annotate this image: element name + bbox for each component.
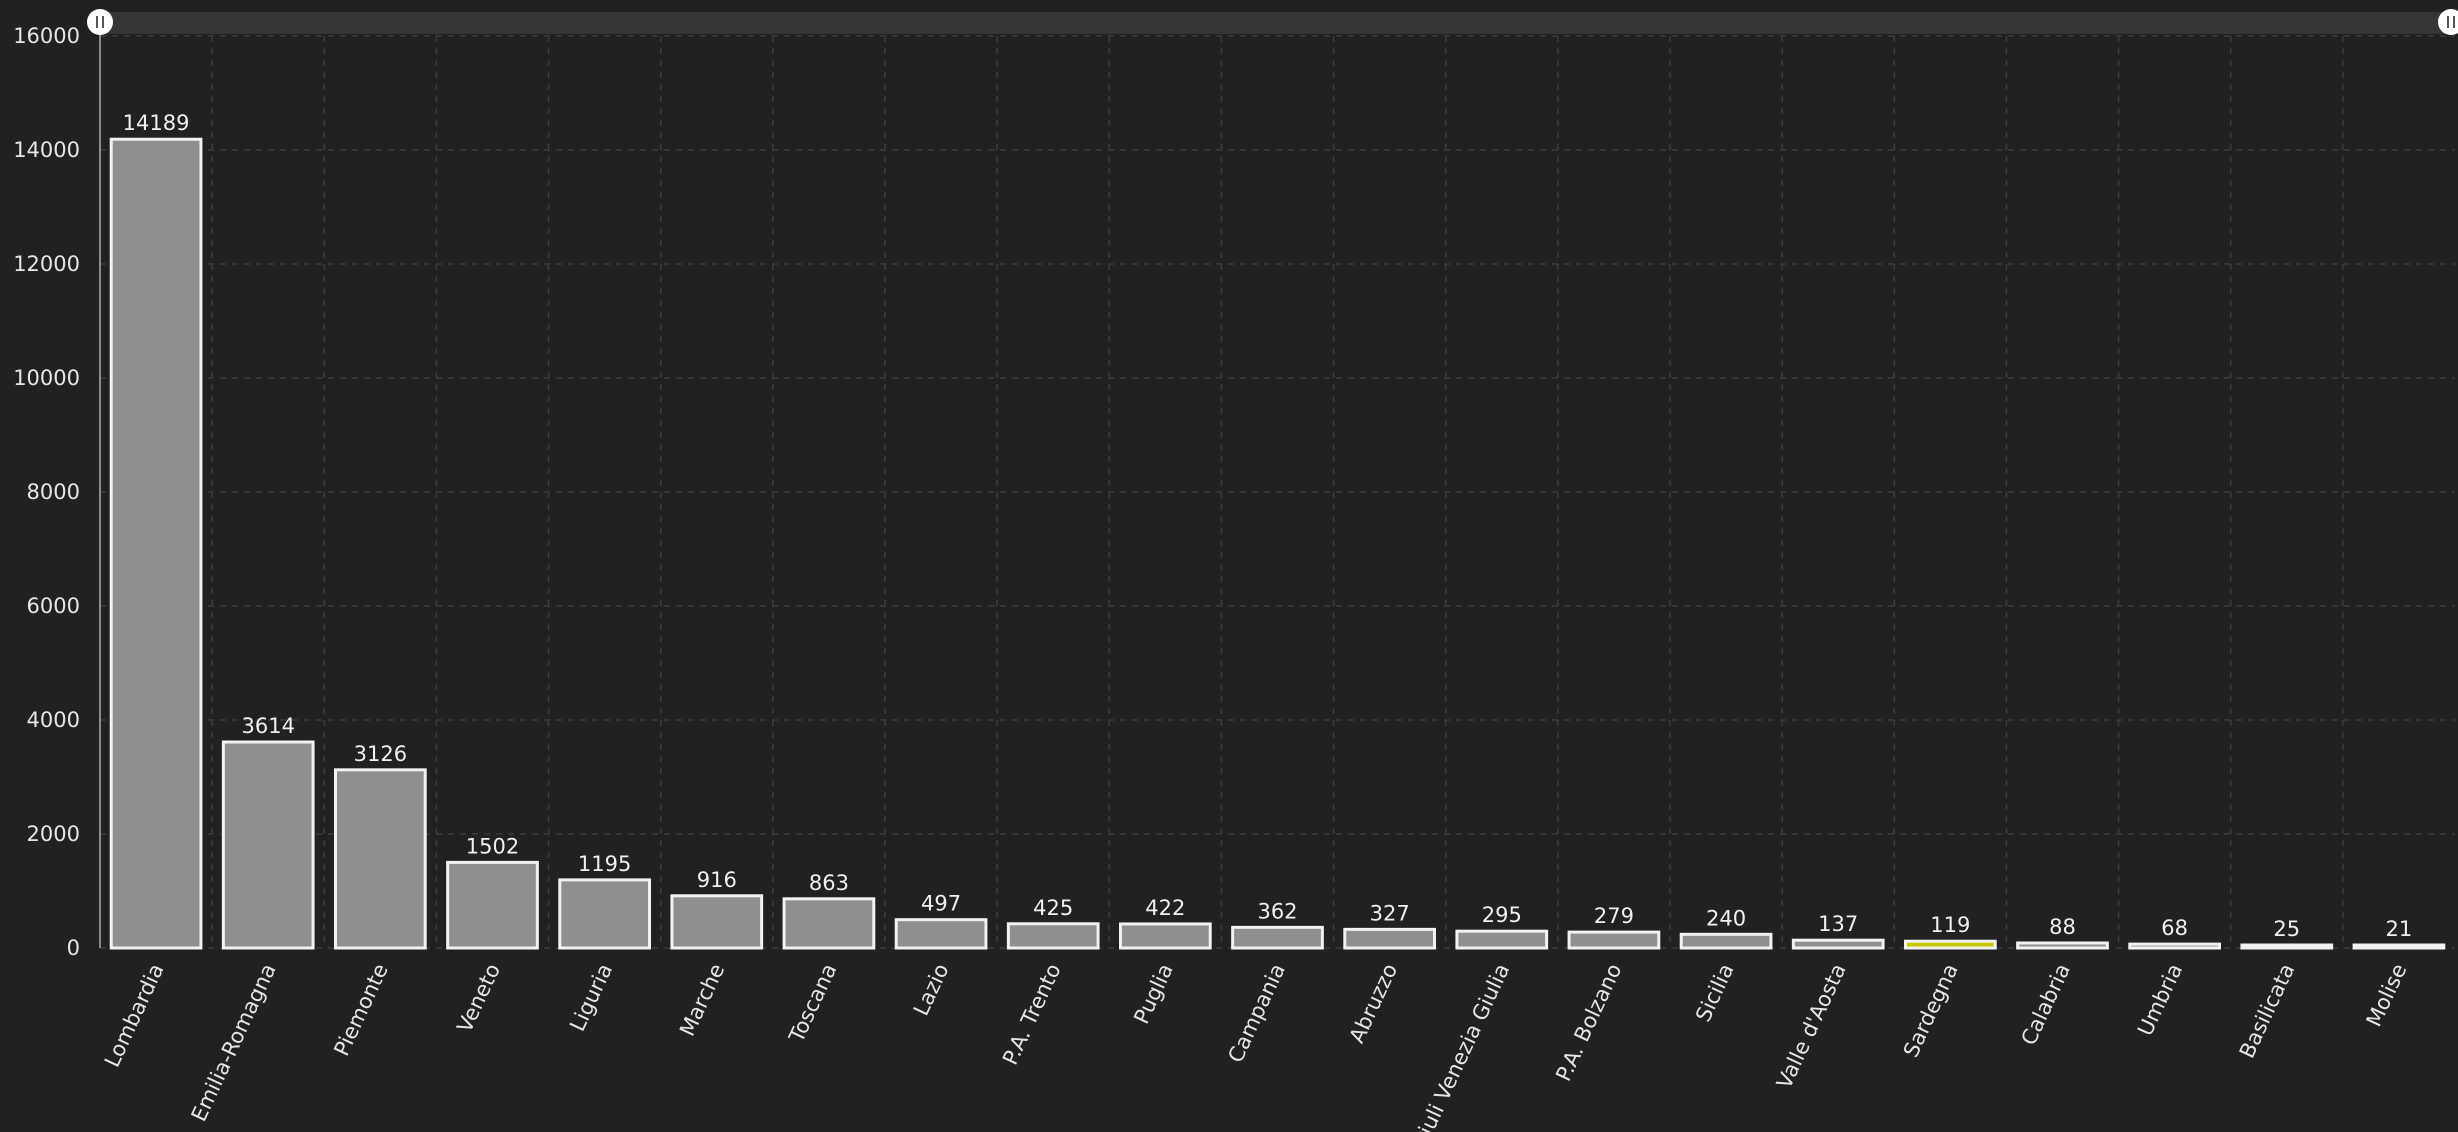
bar-puglia[interactable] — [1119, 922, 1212, 950]
x-tick-label: Umbria — [2133, 960, 2187, 1039]
bars — [109, 137, 2446, 950]
data-label: 240 — [1706, 906, 1746, 930]
x-tick-label: Campania — [1223, 960, 1290, 1066]
bar-calabria[interactable] — [2016, 941, 2109, 950]
y-tick-label: 8000 — [27, 480, 80, 504]
x-tick-label: Sicilia — [1691, 960, 1739, 1026]
data-label: 88 — [2049, 915, 2076, 939]
y-tick-label: 6000 — [27, 594, 80, 618]
x-tick-label: P.A. Bolzano — [1551, 960, 1626, 1085]
x-tick-label: Basilicata — [2235, 960, 2300, 1062]
data-label: 1195 — [578, 852, 631, 876]
bar-veneto[interactable] — [446, 860, 539, 950]
bar-umbria[interactable] — [2128, 942, 2221, 950]
x-tick-label: Piemonte — [329, 960, 392, 1060]
data-label: 497 — [921, 892, 961, 916]
x-tick-label: Valle d'Aosta — [1772, 960, 1851, 1092]
axes: 0 2000 4000 6000 8000 10000 12000 14000 16000 — [13, 24, 101, 960]
x-tick-label: Veneto — [452, 960, 505, 1036]
bar-friuli-venezia-giulia[interactable] — [1455, 929, 1549, 950]
x-tick-label: Lombardia — [100, 960, 169, 1071]
bar-piemonte[interactable] — [334, 768, 427, 950]
bar-valle-d-aosta[interactable] — [1791, 938, 1885, 950]
bar-basilicata[interactable] — [2240, 943, 2334, 950]
bar-emilia-romagna[interactable] — [221, 740, 315, 950]
x-tick-label: P.A. Trento — [998, 960, 1066, 1069]
data-label: 21 — [2386, 917, 2413, 941]
bar-p-a-bolzano[interactable] — [1567, 930, 1661, 950]
bar-lazio[interactable] — [894, 918, 988, 950]
x-tick-label: Calabria — [2017, 960, 2075, 1049]
y-tick-label: 10000 — [13, 366, 80, 390]
data-label: 119 — [1930, 913, 1970, 937]
x-tick-label: Molise — [2362, 960, 2412, 1030]
x-tick-label: Abruzzo — [1345, 960, 1402, 1047]
data-label: 362 — [1257, 899, 1297, 923]
bar-liguria[interactable] — [558, 878, 651, 950]
grid — [100, 35, 2455, 949]
y-tick-label: 4000 — [27, 708, 80, 732]
y-tick-label: 16000 — [13, 24, 80, 48]
zoom-slider[interactable] — [87, 9, 2458, 35]
x-tick-label: Toscana — [784, 960, 842, 1047]
zoom-slider-start-handle[interactable] — [87, 9, 113, 35]
bar-marche[interactable] — [670, 894, 764, 950]
x-tick-label: Friuli Venezia Giulia — [1406, 960, 1514, 1132]
data-label: 14189 — [123, 111, 190, 135]
bar-campania[interactable] — [1231, 925, 1324, 950]
data-label: 422 — [1145, 896, 1185, 920]
y-tick-label: 0 — [67, 936, 80, 960]
x-tick-label: Marche — [675, 960, 729, 1040]
data-label: 3614 — [241, 714, 294, 738]
data-label: 327 — [1370, 901, 1410, 925]
x-tick-label: Lazio — [909, 960, 954, 1019]
y-tick-label: 12000 — [13, 252, 80, 276]
x-tick-label: Sardegna — [1899, 960, 1963, 1061]
bar-abruzzo[interactable] — [1343, 927, 1437, 950]
data-label: 1502 — [466, 834, 519, 858]
y-tick-label: 2000 — [27, 822, 80, 846]
bar-p-a-trento[interactable] — [1006, 922, 1100, 950]
bar-molise[interactable] — [2352, 943, 2446, 950]
x-tick-label: Emilia-Romagna — [187, 960, 281, 1125]
bar-toscana[interactable] — [782, 897, 876, 950]
bar-sicilia[interactable] — [1679, 932, 1773, 950]
x-tick-label: Puglia — [1129, 960, 1178, 1028]
data-label: 295 — [1482, 903, 1522, 927]
data-label: 916 — [697, 868, 737, 892]
data-label: 3126 — [354, 742, 407, 766]
bar-lombardia[interactable] — [109, 137, 203, 950]
data-label: 279 — [1594, 904, 1634, 928]
data-label: 68 — [2161, 916, 2188, 940]
data-label: 137 — [1818, 912, 1858, 936]
bar-sardegna[interactable] — [1904, 939, 1997, 950]
data-label: 25 — [2273, 917, 2300, 941]
category-labels: Lombardia Emilia-Romagna Piemonte Veneto Lig… — [100, 960, 2412, 1132]
x-tick-label: Liguria — [565, 960, 617, 1035]
y-tick-label: 14000 — [13, 138, 80, 162]
data-label: 863 — [809, 871, 849, 895]
zoom-slider-end-handle[interactable] — [2438, 9, 2458, 35]
data-labels: 14189 3614 3126 1502 1195 916 863 497 425 422 362 3… — [123, 111, 2413, 941]
zoom-slider-track[interactable] — [100, 12, 2455, 34]
data-label: 425 — [1033, 896, 1073, 920]
